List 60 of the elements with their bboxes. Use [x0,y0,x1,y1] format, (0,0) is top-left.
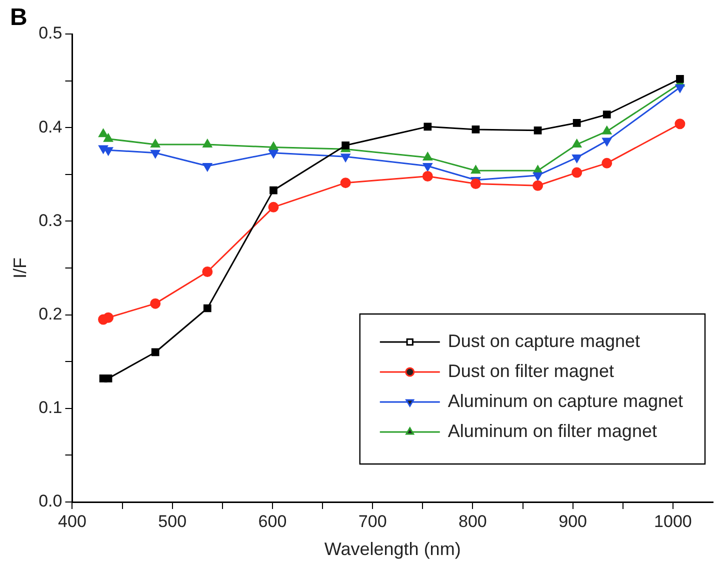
x-axis-title: Wavelength (nm) [324,539,461,560]
x-tick-label: 600 [258,512,287,531]
point [534,126,542,134]
legend-label: Aluminum on capture magnet [448,390,683,411]
point [150,139,160,148]
point [202,139,212,148]
point [268,142,278,150]
y-tick-label: 0.2 [38,304,62,324]
point [572,118,581,127]
y-tick-label: 0.0 [38,492,62,511]
point [151,348,160,356]
x-tick-label: 1000 [654,512,692,531]
legend-label: Dust on capture magnet [448,330,640,351]
point [268,150,278,158]
point [472,126,480,134]
point [340,154,350,162]
legend-label: Dust on filter magnet [448,360,614,381]
point [104,374,112,382]
point [98,128,108,138]
point [270,186,278,194]
y-tick-label: 0.5 [38,24,62,43]
point [340,178,351,188]
point [674,118,686,130]
point [342,141,350,150]
point [572,167,582,178]
point [470,178,481,190]
point [602,126,612,134]
point [150,150,160,158]
point [602,158,612,168]
point [532,180,544,191]
y-tick-label: 0.3 [38,210,62,230]
y-tick-label: 0.1 [38,398,62,418]
x-tick-label: 500 [158,512,187,531]
point [423,162,432,172]
point [572,154,582,163]
x-tick-label: 800 [458,512,487,531]
point [422,171,433,182]
point [423,152,432,161]
x-tick-label: 900 [558,512,588,531]
x-tick-label: 400 [58,512,86,531]
legend-label: Aluminum on filter magnet [448,420,657,441]
point [104,134,113,142]
point [203,304,212,312]
point [424,122,432,131]
x-tick-label: 700 [358,512,387,531]
point [676,74,684,83]
y-tick-label: 0.4 [38,117,62,136]
point [150,298,161,309]
y-axis-title: I/F [10,258,30,278]
point [202,266,213,277]
point [533,172,542,181]
point [572,139,582,148]
text: B [10,4,28,32]
point [471,165,480,174]
point [103,312,114,323]
point [268,202,279,212]
point [675,84,685,93]
point [202,162,212,172]
point [602,110,611,118]
point [602,138,612,146]
